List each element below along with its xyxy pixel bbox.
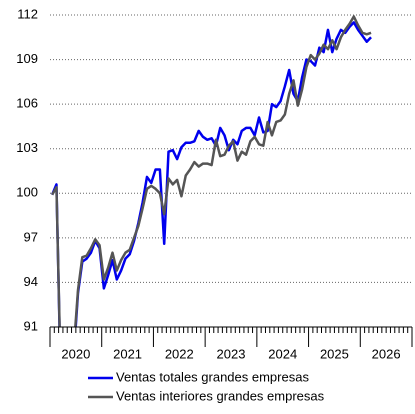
x-tick-label: 2022 [165, 346, 194, 361]
x-tick-label: 2024 [268, 346, 297, 361]
y-tick-label: 106 [16, 96, 38, 111]
y-tick-label: 94 [24, 274, 38, 289]
x-tick-label: 2026 [372, 346, 401, 361]
x-tick-label: 2023 [217, 346, 246, 361]
legend-label: Ventas totales grandes empresas [116, 369, 309, 384]
legend-label: Ventas interiores grandes empresas [116, 388, 325, 403]
series-line [51, 15, 372, 327]
y-tick-label: 109 [16, 51, 38, 66]
y-tick-label: 100 [16, 185, 38, 200]
y-tick-label: 112 [17, 6, 38, 21]
y-tick-label: 91 [24, 318, 38, 333]
plot [50, 15, 372, 327]
y-tick-label: 97 [24, 229, 38, 244]
x-tick-label: 2021 [113, 346, 142, 361]
y-tick-label: 103 [16, 140, 38, 155]
x-tick-label: 2025 [320, 346, 349, 361]
x-tick-label: 2020 [61, 346, 90, 361]
